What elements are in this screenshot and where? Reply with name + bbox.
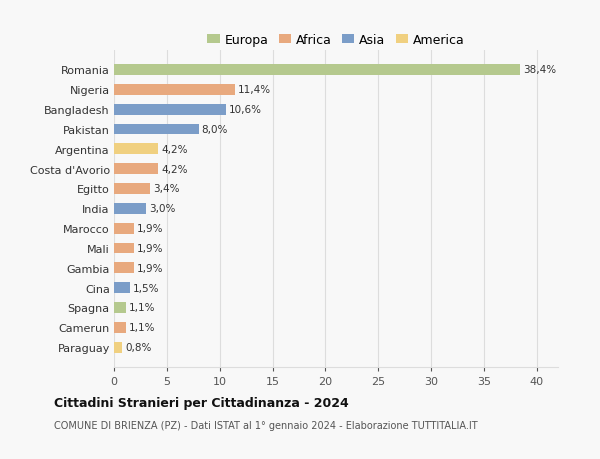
Text: 11,4%: 11,4% (238, 85, 271, 95)
Text: 3,4%: 3,4% (153, 184, 179, 194)
Bar (114, 184, 150, 195)
Text: 4,2%: 4,2% (161, 164, 188, 174)
Bar (114, 84, 235, 95)
Text: 3,0%: 3,0% (149, 204, 175, 214)
Bar (114, 243, 134, 254)
Bar (114, 342, 122, 353)
Text: 1,9%: 1,9% (137, 224, 164, 234)
Bar (114, 302, 125, 313)
Bar (114, 322, 125, 333)
Text: 10,6%: 10,6% (229, 105, 262, 115)
Bar (114, 144, 158, 155)
Bar (114, 124, 199, 135)
Bar (114, 105, 226, 115)
Legend: Europa, Africa, Asia, America: Europa, Africa, Asia, America (205, 31, 467, 50)
Bar (114, 203, 146, 214)
Bar (114, 223, 134, 234)
Bar (114, 283, 130, 293)
Text: 1,9%: 1,9% (137, 243, 164, 253)
Text: COMUNE DI BRIENZA (PZ) - Dati ISTAT al 1° gennaio 2024 - Elaborazione TUTTITALIA: COMUNE DI BRIENZA (PZ) - Dati ISTAT al 1… (54, 420, 478, 430)
Text: 4,2%: 4,2% (161, 145, 188, 155)
Bar (114, 65, 520, 76)
Text: 38,4%: 38,4% (523, 65, 556, 75)
Text: Cittadini Stranieri per Cittadinanza - 2024: Cittadini Stranieri per Cittadinanza - 2… (54, 396, 349, 409)
Text: 1,5%: 1,5% (133, 283, 160, 293)
Text: 1,1%: 1,1% (129, 323, 155, 333)
Bar (114, 164, 158, 175)
Text: 1,9%: 1,9% (137, 263, 164, 273)
Bar (114, 263, 134, 274)
Text: 1,1%: 1,1% (129, 303, 155, 313)
Text: 0,8%: 0,8% (125, 342, 152, 353)
Text: 8,0%: 8,0% (202, 125, 228, 134)
